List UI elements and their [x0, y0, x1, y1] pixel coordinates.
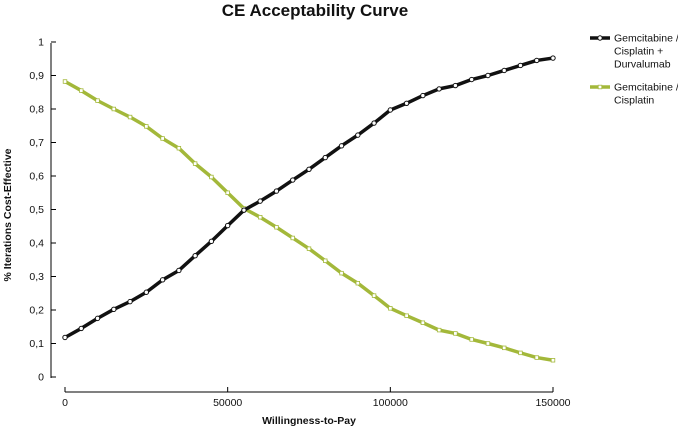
y-tick-label: 0,3	[29, 271, 44, 283]
legend-label: Gemcitabine /	[614, 33, 678, 45]
data-point	[62, 79, 68, 84]
series-gem-cis-durvalumab	[62, 55, 556, 341]
data-point	[143, 289, 150, 295]
data-point	[388, 306, 393, 311]
y-tick-label: 0,2	[29, 305, 44, 317]
y-tick-label: 0	[38, 372, 44, 384]
data-point	[241, 207, 247, 213]
x-tick-label: 0	[62, 397, 68, 409]
data-point	[160, 136, 165, 141]
legend-marker	[597, 84, 603, 90]
data-point	[501, 345, 507, 351]
data-point	[290, 235, 295, 241]
data-point	[144, 124, 149, 129]
data-point	[290, 177, 296, 183]
y-tick-label: 0,8	[29, 104, 44, 116]
data-point	[79, 88, 84, 93]
x-axis-ticks: 0 50000 100000 150000	[62, 387, 571, 409]
data-point	[322, 154, 328, 161]
legend-item: Gemcitabine /Cisplatin	[590, 82, 678, 107]
data-point	[338, 143, 345, 149]
data-point	[404, 313, 409, 318]
data-point	[95, 98, 100, 103]
data-point	[323, 258, 328, 263]
legend-label: Cisplatin	[614, 95, 654, 107]
data-point	[420, 320, 426, 325]
y-tick-label: 0,9	[29, 70, 44, 82]
data-point	[452, 82, 459, 89]
data-point	[208, 238, 215, 245]
data-point	[436, 327, 442, 333]
data-point	[111, 106, 116, 112]
legend-label: Cisplatin +	[614, 46, 663, 58]
data-point	[485, 72, 491, 79]
data-point	[306, 246, 312, 251]
data-point	[257, 215, 263, 220]
data-point	[453, 331, 458, 336]
legend: Gemcitabine /Cisplatin +DurvalumabGemcit…	[590, 33, 678, 107]
x-tick-label: 100000	[373, 397, 408, 409]
legend-marker	[597, 35, 603, 41]
data-point	[111, 306, 117, 313]
x-tick-label: 50000	[213, 397, 242, 409]
data-point	[550, 55, 556, 61]
data-point	[94, 315, 101, 322]
data-point	[371, 293, 377, 298]
y-tick-label: 0,5	[29, 204, 44, 216]
y-axis-ticks: 0 0,1 0,2 0,3 0,4 0,5 0,6 0,7 0,8 0,9 1	[29, 37, 56, 384]
y-tick-label: 0,4	[29, 238, 44, 250]
data-point	[306, 166, 312, 173]
data-point	[436, 86, 442, 92]
data-point	[468, 76, 475, 83]
data-point	[192, 161, 198, 166]
data-point	[501, 67, 507, 74]
series-line	[63, 56, 555, 340]
series-line	[63, 79, 555, 362]
data-point	[274, 225, 279, 230]
plot-area	[62, 55, 556, 363]
data-point	[403, 100, 410, 107]
data-point	[127, 298, 133, 305]
data-point	[225, 190, 230, 195]
legend-label: Gemcitabine /	[614, 82, 678, 94]
data-point	[176, 145, 182, 151]
y-tick-label: 0,7	[29, 137, 44, 149]
chart-title: CE Acceptability Curve	[222, 1, 408, 20]
data-point	[371, 120, 377, 126]
data-point	[78, 325, 84, 332]
data-point	[257, 198, 263, 204]
data-point	[209, 174, 214, 180]
data-point	[355, 280, 360, 286]
y-tick-label: 0,6	[29, 171, 44, 183]
x-tick-label: 150000	[535, 397, 570, 409]
y-tick-label: 1	[38, 37, 44, 49]
data-point	[518, 350, 523, 356]
data-point	[534, 57, 540, 64]
data-point	[534, 355, 539, 360]
data-point	[550, 358, 556, 363]
data-point	[224, 222, 231, 229]
data-point	[355, 132, 361, 138]
data-point	[517, 62, 524, 69]
series-gem-cis	[62, 79, 556, 363]
data-point	[62, 334, 68, 341]
data-point	[192, 253, 198, 259]
data-point	[176, 267, 182, 274]
legend-item: Gemcitabine /Cisplatin +Durvalumab	[590, 33, 678, 71]
x-axis-label: Willingness-to-Pay	[262, 415, 356, 427]
data-point	[127, 114, 133, 120]
data-point	[485, 341, 491, 346]
data-point	[273, 188, 280, 194]
data-point	[469, 337, 474, 342]
legend-label: Durvalumab	[614, 59, 671, 71]
y-axis-label: % Iterations Cost-Effective	[2, 148, 14, 281]
data-point	[159, 277, 166, 283]
y-tick-label: 0,1	[29, 338, 44, 350]
data-point	[420, 92, 426, 99]
data-point	[339, 270, 344, 276]
data-point	[387, 107, 394, 113]
